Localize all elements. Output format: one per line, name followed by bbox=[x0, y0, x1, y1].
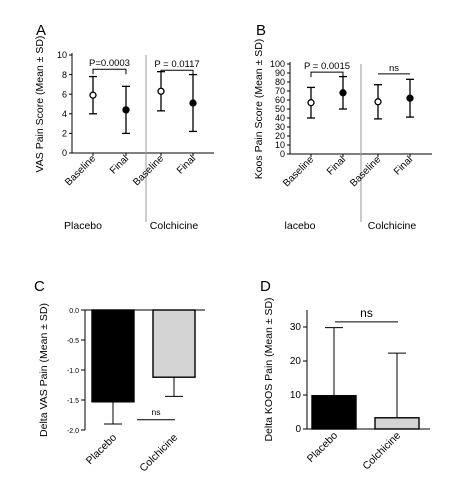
y-axis-label: VAS Pain Score (Mean ± SD) bbox=[34, 36, 46, 173]
panel-c: C Delta VAS Pain (Mean ± SD) -2.0 -1.5 -1.0 -… bbox=[34, 278, 205, 474]
y-tick-label: 0 bbox=[280, 149, 285, 159]
y-axis-label: Koos Pain Score (Mean ± SD) bbox=[253, 39, 265, 180]
mean-point bbox=[89, 91, 97, 99]
significance-label: P = 0.0015 bbox=[304, 61, 350, 72]
y-tick-label: -1.0 bbox=[67, 368, 79, 375]
group-label: Colchicine bbox=[368, 220, 417, 232]
group-label: lacebo bbox=[285, 220, 316, 232]
y-tick-label: 80 bbox=[275, 77, 285, 87]
panel-letter: D bbox=[260, 278, 271, 295]
y-tick-label: 0.0 bbox=[69, 308, 79, 315]
y-tick-label: -2.0 bbox=[67, 428, 79, 435]
y-tick-label: 4 bbox=[62, 109, 67, 119]
significance-label: ns bbox=[152, 407, 161, 417]
panel-letter: C bbox=[34, 278, 45, 295]
y-tick-label: 30 bbox=[290, 322, 302, 333]
y-tick-label: 30 bbox=[275, 122, 285, 132]
y-tick-label: 40 bbox=[275, 113, 285, 123]
y-tick-label: 6 bbox=[62, 89, 67, 99]
y-tick-label: 0 bbox=[62, 148, 67, 158]
y-tick-label: 70 bbox=[275, 86, 285, 96]
panel-letter: B bbox=[256, 22, 266, 39]
x-tick-label: Final bbox=[325, 154, 348, 177]
mean-point bbox=[307, 99, 315, 107]
panel-d: D Delta KOOS Pain (Mean ± SD) 0 10 20 30 Place… bbox=[260, 278, 430, 472]
mean-point bbox=[122, 106, 130, 114]
significance-bracket bbox=[160, 69, 194, 76]
mean-point bbox=[157, 87, 165, 95]
y-tick-label: 10 bbox=[290, 390, 302, 401]
y-tick-label: 10 bbox=[57, 50, 67, 60]
panel-letter: A bbox=[36, 22, 46, 39]
significance-label: ns bbox=[360, 306, 373, 320]
bar bbox=[311, 394, 357, 430]
significance-label: P = 0.0117 bbox=[154, 59, 199, 70]
mean-point bbox=[189, 99, 197, 107]
y-tick-label: 100 bbox=[270, 59, 285, 69]
mean-point bbox=[406, 94, 414, 102]
x-tick-label: Colchicine bbox=[360, 430, 403, 473]
y-tick-label: 10 bbox=[275, 140, 285, 150]
y-tick-label: 50 bbox=[275, 104, 285, 114]
y-tick-label: 90 bbox=[275, 68, 285, 78]
y-tick-label: 2 bbox=[62, 129, 67, 139]
bar bbox=[152, 309, 196, 378]
y-tick-label: 8 bbox=[62, 70, 67, 80]
x-tick-label: Placebo bbox=[305, 430, 340, 465]
x-tick-label: Final bbox=[108, 153, 131, 176]
x-tick-label: Final bbox=[175, 153, 198, 176]
mean-point bbox=[339, 89, 347, 97]
group-label: Colchicine bbox=[150, 220, 199, 232]
bar bbox=[91, 309, 135, 403]
significance-bracket bbox=[92, 68, 127, 75]
y-tick-label: -0.5 bbox=[67, 338, 79, 345]
bar bbox=[374, 417, 420, 430]
x-tick-label: Placebo bbox=[84, 432, 119, 467]
x-tick-label: Baseline bbox=[281, 154, 316, 189]
significance-bracket bbox=[310, 71, 344, 78]
x-tick-label: Baseline bbox=[131, 153, 166, 188]
mean-point bbox=[374, 98, 382, 106]
significance-label: P=0.0003 bbox=[89, 58, 130, 69]
y-tick-label: 0 bbox=[295, 424, 301, 435]
group-label: Placebo bbox=[64, 220, 102, 232]
y-tick-label: -1.5 bbox=[67, 398, 79, 405]
y-axis-label: Delta KOOS Pain (Mean ± SD) bbox=[263, 297, 275, 441]
y-axis-label: Delta VAS Pain (Mean ± SD) bbox=[38, 303, 50, 437]
y-tick-label: 20 bbox=[290, 356, 302, 367]
y-tick-label: 60 bbox=[275, 95, 285, 105]
x-tick-label: Baseline bbox=[63, 153, 98, 188]
x-tick-label: Baseline bbox=[348, 154, 383, 189]
x-tick-label: Final bbox=[392, 154, 415, 177]
y-tick-label: 20 bbox=[275, 131, 285, 141]
x-tick-label: Colchicine bbox=[137, 432, 180, 475]
significance-label: ns bbox=[389, 63, 399, 74]
